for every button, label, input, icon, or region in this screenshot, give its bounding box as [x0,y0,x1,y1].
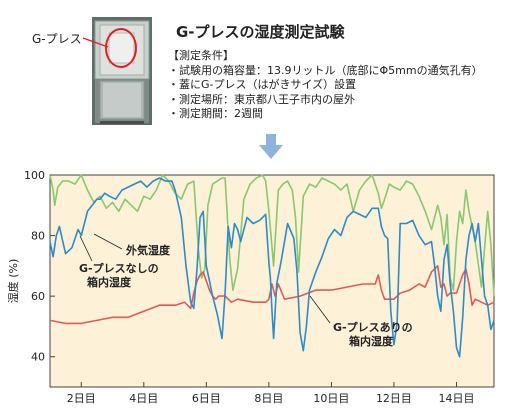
annotation-without-line2: 箱内湿度 [87,275,132,289]
axis-layer: 40 60 80 100 2日目 4日目 6日目 8日目 10日目 12日目 14日目 [24,169,474,405]
series-layer [49,174,495,358]
x-tick-label: 10日目 [313,392,349,405]
x-tick-label: 12日目 [376,392,412,405]
y-tick-label: 100 [24,169,45,182]
condition-item: 試験用の箱容量：13.9リットル（底部にΦ5mmの通気孔有） [168,64,483,79]
condition-item: 測定場所：東京都八王子市内の屋外 [168,93,483,108]
y-tick-label: 60 [31,290,45,303]
condition-item: 測定期間：2週間 [168,107,483,122]
humidity-chart: 40 60 80 100 2日目 4日目 6日目 8日目 10日目 12日目 14日目 湿度 (%)… [6,169,495,405]
series-line-without_gpress [49,177,495,358]
annotation-without-leader [79,235,93,262]
series-line-outside [49,174,495,297]
plot-background [49,174,495,388]
x-tick-label: 14日目 [438,392,474,405]
annotation-with-leader [309,295,331,324]
annotation-with-line2: 箱内湿度 [349,334,394,348]
annotation-outside-leader [93,233,123,250]
callout-line [82,37,109,48]
x-tick-label: 4日目 [129,392,158,405]
annotation-without-line1: G-プレスなしの [79,261,159,275]
y-tick-label: 80 [31,230,45,243]
annotation-outside: 外気湿度 [125,243,171,257]
callout-label: G-プレス [32,32,82,46]
condition-item: 蓋にG-プレス（はがきサイズ）設置 [168,78,483,93]
y-axis-label: 湿度 (%) [6,259,20,304]
x-tick-label: 6日目 [192,392,221,405]
page-title: G-プレスの湿度測定試験 [176,23,345,41]
y-tick-label: 40 [31,351,45,364]
conditions-block: 【測定条件】 試験用の箱容量：13.9リットル（底部にΦ5mmの通気孔有） 蓋に… [168,49,483,122]
down-arrow-icon [258,134,284,160]
x-tick-label: 2日目 [67,392,96,405]
conditions-heading: 【測定条件】 [168,49,234,62]
annotation-with-line1: G-プレスありの [333,320,413,334]
x-tick-label: 8日目 [254,392,283,405]
test-box-photo [92,17,152,125]
